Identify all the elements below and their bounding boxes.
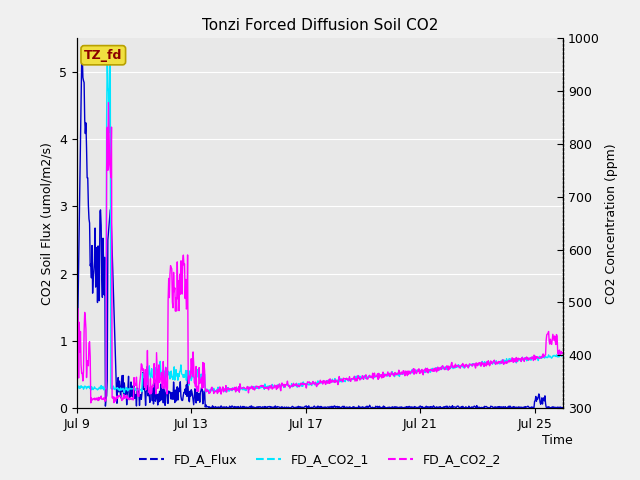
Y-axis label: CO2 Soil Flux (umol/m2/s): CO2 Soil Flux (umol/m2/s): [40, 142, 54, 305]
Text: TZ_fd: TZ_fd: [84, 49, 122, 62]
Legend: FD_A_Flux, FD_A_CO2_1, FD_A_CO2_2: FD_A_Flux, FD_A_CO2_1, FD_A_CO2_2: [134, 448, 506, 471]
X-axis label: Time: Time: [542, 434, 573, 447]
Title: Tonzi Forced Diffusion Soil CO2: Tonzi Forced Diffusion Soil CO2: [202, 18, 438, 33]
Y-axis label: CO2 Concentration (ppm): CO2 Concentration (ppm): [605, 143, 618, 303]
